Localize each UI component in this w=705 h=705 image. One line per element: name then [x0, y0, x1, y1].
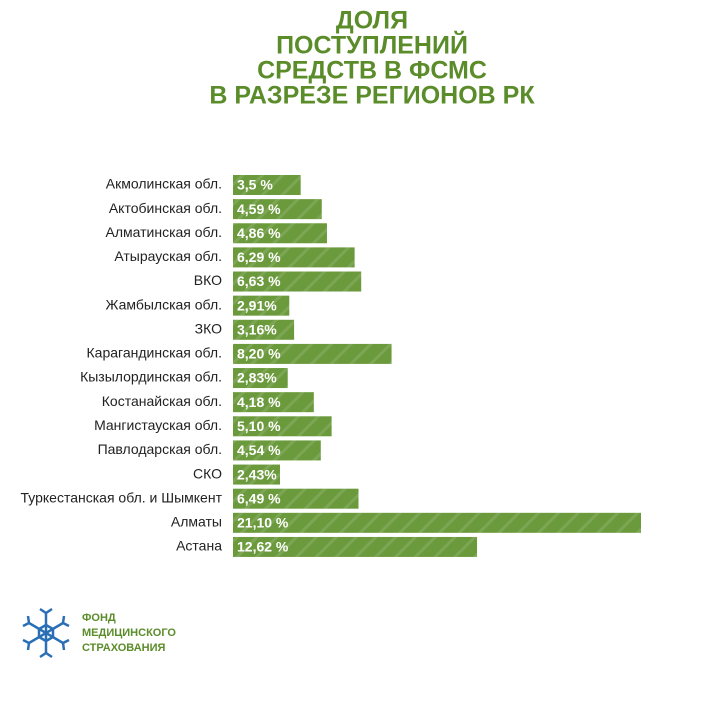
category-label: Астана	[176, 538, 222, 554]
chart-title: ДОЛЯ	[336, 7, 408, 35]
bar-texture	[233, 295, 290, 316]
value-label: 3,16%	[237, 321, 277, 337]
bar-texture	[233, 440, 321, 461]
value-label: 4,59 %	[237, 201, 281, 217]
bar-texture	[233, 536, 478, 557]
bar-texture	[233, 271, 362, 292]
value-label: 12,62 %	[237, 539, 289, 555]
value-label: 5,10 %	[237, 418, 281, 434]
category-label: Акмолинская обл.	[106, 176, 222, 192]
category-label: ВКО	[194, 272, 222, 288]
category-label: Алматинская обл.	[106, 224, 223, 240]
value-label: 6,49 %	[237, 490, 281, 506]
category-label: Туркестанская обл. и Шымкент	[21, 489, 223, 505]
category-label: Актобинская обл.	[109, 200, 222, 216]
category-label: Мангистауская обл.	[94, 417, 222, 433]
category-label: СКО	[193, 465, 222, 481]
logo-text: СТРАХОВАНИЯ	[82, 642, 166, 654]
category-label: Кызылординская обл.	[80, 369, 222, 385]
bar-texture	[233, 319, 295, 340]
bar-texture	[233, 488, 359, 509]
bar-texture	[233, 199, 322, 220]
bar-texture	[233, 223, 327, 244]
bar-texture	[233, 392, 314, 413]
value-label: 8,20 %	[237, 346, 281, 362]
category-label: ЗКО	[195, 320, 222, 336]
value-label: 2,83%	[237, 370, 277, 386]
value-label: 3,5 %	[237, 177, 273, 193]
category-label: Карагандинская обл.	[87, 345, 222, 361]
bar-texture	[233, 464, 280, 485]
bar-texture	[233, 175, 301, 195]
value-label: 4,86 %	[237, 225, 281, 241]
category-label: Алматы	[171, 514, 222, 530]
value-label: 2,91%	[237, 297, 277, 313]
logo-text: ФОНД	[82, 612, 116, 624]
value-label: 21,10 %	[237, 515, 289, 531]
bar-texture	[233, 416, 332, 437]
bar-texture	[233, 343, 392, 364]
value-label: 2,43%	[237, 466, 277, 482]
logo-icon	[22, 607, 70, 659]
chart-title: В РАЗРЕЗЕ РЕГИОНОВ РК	[209, 82, 535, 110]
category-label: Жамбылская обл.	[105, 296, 222, 312]
bar-texture	[233, 368, 288, 389]
category-label: Костанайская обл.	[102, 393, 222, 409]
value-label: 6,63 %	[237, 273, 281, 289]
logo-text: МЕДИЦИНСКОГО	[82, 627, 176, 639]
category-label: Атырауская обл.	[114, 248, 222, 264]
chart-title: ПОСТУПЛЕНИЙ	[276, 30, 468, 60]
chart-title: СРЕДСТВ В ФСМС	[257, 57, 487, 85]
category-label: Павлодарская обл.	[98, 441, 222, 457]
value-label: 4,54 %	[237, 442, 281, 458]
value-label: 6,29 %	[237, 249, 281, 265]
bar-texture	[233, 247, 355, 268]
bar-texture	[233, 512, 641, 533]
value-label: 4,18 %	[237, 394, 281, 410]
